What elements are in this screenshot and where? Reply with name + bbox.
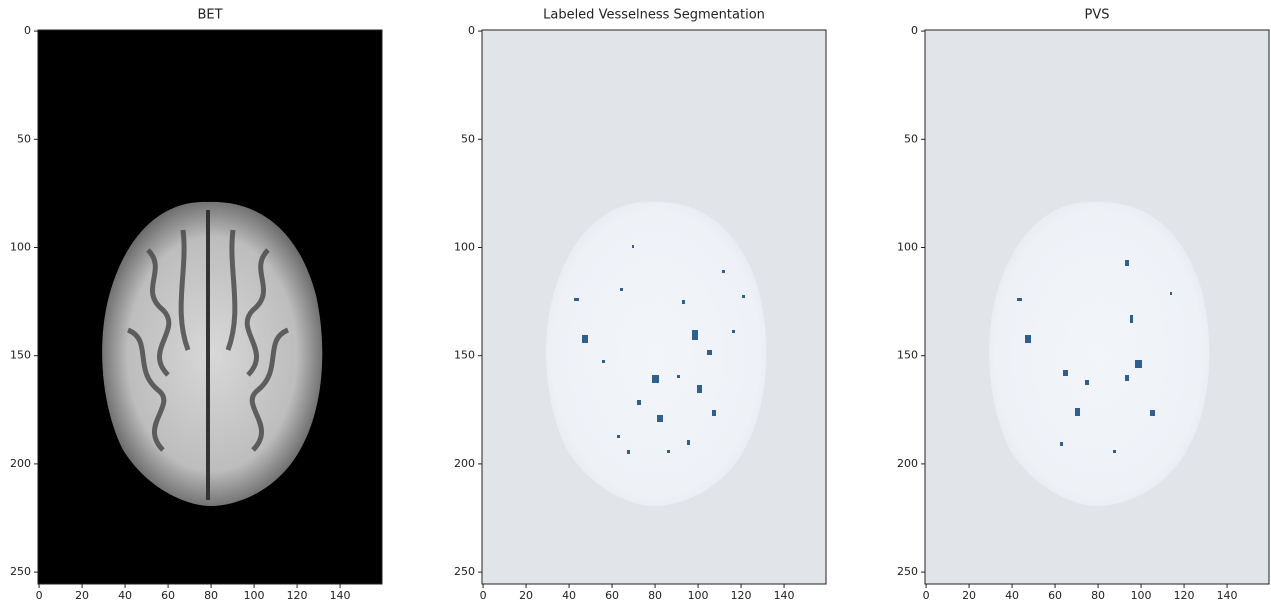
x-tick-label: 60: [605, 589, 619, 602]
x-tick-label: 140: [330, 589, 351, 602]
chart-title: PVS: [1085, 8, 1110, 23]
y-tick-label: 150: [10, 349, 31, 362]
x-tick-label: 0: [36, 589, 43, 602]
axes-frame: [924, 29, 1270, 585]
y-tick-label: 150: [454, 349, 475, 362]
x-tick-label: 60: [161, 589, 175, 602]
x-tick-label: 40: [118, 589, 132, 602]
x-tick-label: 0: [480, 589, 487, 602]
y-tick-label: 50: [461, 132, 475, 145]
chart-title: Labeled Vesselness Segmentation: [543, 8, 765, 23]
y-tick-label: 50: [17, 132, 31, 145]
x-tick-label: 40: [1005, 589, 1019, 602]
axes-frame: [37, 29, 383, 585]
y-tick-label: 100: [10, 240, 31, 253]
y-tick-label: 200: [454, 457, 475, 470]
x-tick-label: 80: [648, 589, 662, 602]
x-tick-label: 80: [204, 589, 218, 602]
x-tick-label: 20: [962, 589, 976, 602]
y-tick-label: 200: [10, 457, 31, 470]
panel: PVS 0 20 40 60 80 100 120 140 0 50 100 150 200 250: [897, 8, 1270, 602]
axes-frame: [481, 29, 827, 585]
y-tick-label: 100: [897, 240, 918, 253]
x-tick-label: 120: [1174, 589, 1195, 602]
x-tick-label: 120: [731, 589, 752, 602]
brain-image: [102, 201, 323, 506]
x-tick-label: 140: [774, 589, 795, 602]
y-tick-label: 50: [904, 132, 918, 145]
x-tick-label: 20: [75, 589, 89, 602]
y-tick-label: 0: [24, 24, 31, 37]
x-tick-label: 120: [287, 589, 308, 602]
x-tick-label: 80: [1091, 589, 1105, 602]
brain-image: [989, 201, 1210, 506]
chart-title: BET: [197, 8, 222, 23]
panel: Labeled Vesselness Segmentation 0 20 40 60 80…: [454, 8, 827, 602]
y-tick-label: 150: [897, 349, 918, 362]
x-tick-label: 100: [688, 589, 709, 602]
x-tick-label: 60: [1048, 589, 1062, 602]
x-tick-label: 40: [562, 589, 576, 602]
x-tick-label: 100: [1131, 589, 1152, 602]
x-tick-label: 100: [244, 589, 265, 602]
brain-image: [546, 201, 767, 506]
y-tick-label: 250: [10, 565, 31, 578]
y-tick-label: 250: [454, 565, 475, 578]
y-tick-label: 100: [454, 240, 475, 253]
y-tick-label: 200: [897, 457, 918, 470]
y-tick-label: 0: [468, 24, 475, 37]
y-tick-label: 250: [897, 565, 918, 578]
x-tick-label: 140: [1217, 589, 1238, 602]
x-tick-label: 20: [519, 589, 533, 602]
y-tick-label: 0: [911, 24, 918, 37]
x-tick-label: 0: [923, 589, 930, 602]
panel: BET 0 20 40 60 80 100 120 140 0 50 100 150 200 250: [10, 8, 383, 602]
